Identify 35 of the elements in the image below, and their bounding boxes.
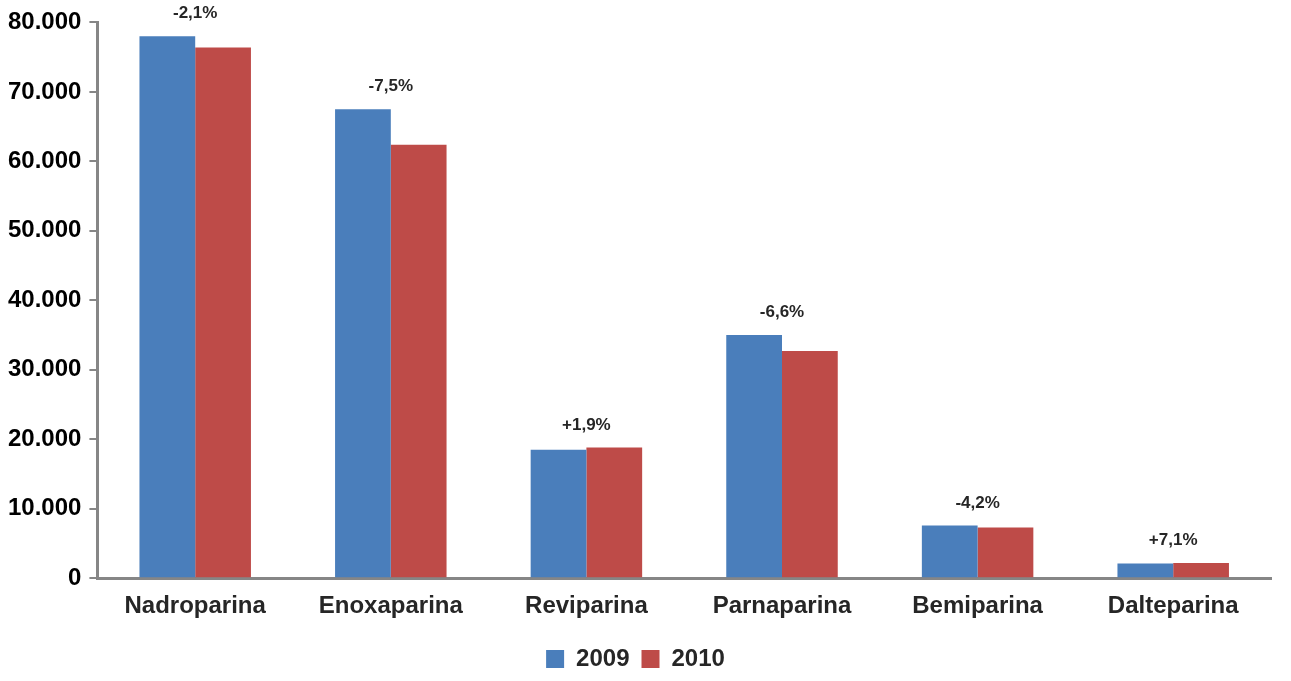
annotation: -6,6%: [759, 302, 805, 322]
bar: [586, 447, 643, 578]
y-tick-label: 80.000: [8, 7, 82, 35]
x-tick-label: Dalteparina: [1107, 591, 1240, 619]
x-tick-label: Enoxaparina: [318, 591, 464, 619]
y-tick-label: 40.000: [8, 284, 82, 312]
annotation: -2,1%: [172, 3, 218, 23]
y-tick-label: 0: [68, 562, 82, 590]
annotation: +7,1%: [1148, 530, 1198, 550]
bar: [139, 36, 196, 578]
legend-label: 2010: [671, 643, 725, 671]
bar: [726, 335, 782, 578]
legend-label: 2009: [576, 643, 630, 671]
annotation: -7,5%: [368, 76, 414, 96]
bar: [1173, 562, 1229, 578]
bar: [921, 525, 978, 578]
annotation: +1,9%: [562, 414, 611, 434]
x-tick-label: Parnaparina: [712, 591, 853, 619]
annotation: -4,2%: [955, 492, 1000, 512]
bar: [530, 449, 587, 578]
x-tick-label: Bemiparina: [912, 591, 1044, 619]
bar: [335, 109, 391, 578]
y-tick-label: 20.000: [8, 423, 82, 451]
bar: [1117, 563, 1174, 578]
bar: [782, 351, 838, 578]
bar: [977, 527, 1034, 578]
y-tick-label: 60.000: [8, 145, 82, 173]
bar: [390, 144, 447, 578]
y-tick-label: 30.000: [8, 354, 82, 382]
bar: [195, 47, 251, 578]
x-tick-label: Nadroparina: [124, 591, 267, 619]
x-tick-label: Reviparina: [525, 591, 649, 619]
y-tick-label: 70.000: [8, 76, 82, 104]
y-tick-label: 10.000: [8, 493, 82, 521]
y-tick-label: 50.000: [8, 215, 82, 243]
